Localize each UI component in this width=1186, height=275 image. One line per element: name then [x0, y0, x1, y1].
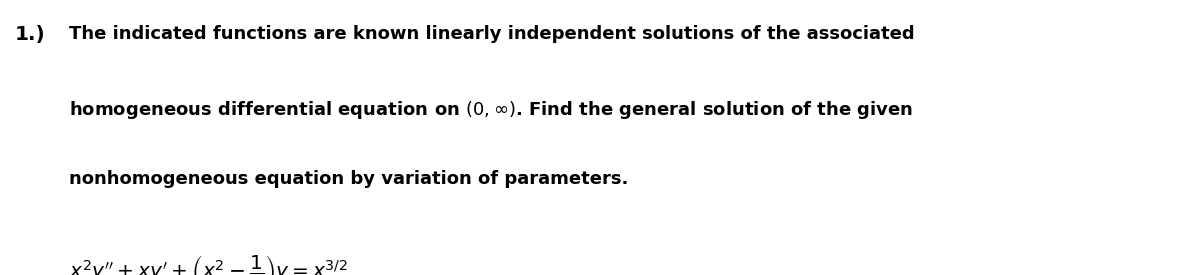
Text: nonhomogeneous equation by variation of parameters.: nonhomogeneous equation by variation of …	[69, 170, 629, 188]
Text: homogeneous differential equation on $(0,\infty)$. Find the general solution of : homogeneous differential equation on $(0…	[69, 99, 913, 121]
Text: The indicated functions are known linearly independent solutions of the associat: The indicated functions are known linear…	[69, 25, 914, 43]
Text: $x^2y'' + xy' + \left(x^2 - \dfrac{1}{4}\right)y = x^{3/2}$: $x^2y'' + xy' + \left(x^2 - \dfrac{1}{4}…	[69, 253, 347, 275]
Text: 1.): 1.)	[14, 25, 45, 44]
